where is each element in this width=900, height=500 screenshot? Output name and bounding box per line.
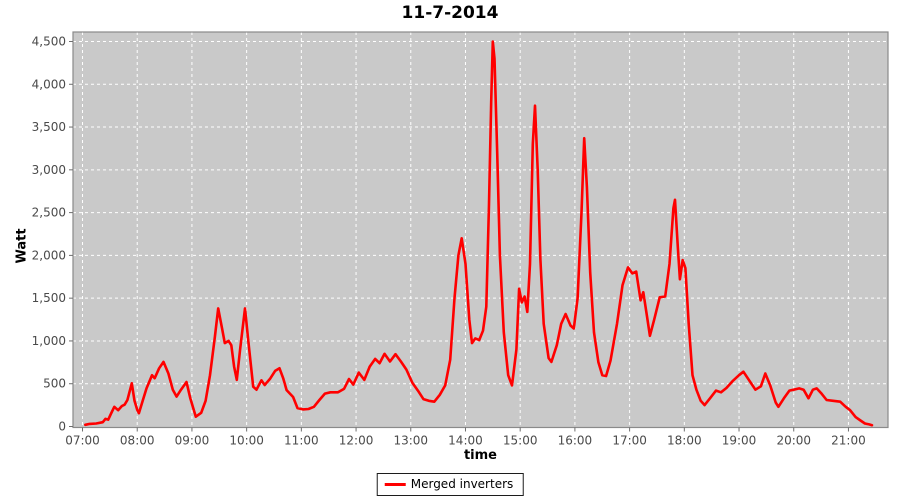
series-line-merged-inverters: [84, 40, 874, 427]
y-tick-label: 1,500: [32, 291, 66, 305]
x-axis-title: time: [463, 448, 498, 463]
y-tick-label: 4,500: [32, 34, 66, 48]
y-axis-title: Watt: [14, 228, 30, 264]
x-tick-label: 17:00: [612, 434, 647, 448]
y-tick-label: 3,000: [32, 163, 66, 177]
y-tick-label: 0: [58, 420, 66, 434]
x-tick-label: 14:00: [448, 434, 483, 448]
y-tick-label: 2,000: [32, 248, 66, 262]
x-tick-label: 21:00: [831, 434, 866, 448]
y-tick-label: 4,000: [32, 77, 66, 91]
y-tick-label: 2,500: [32, 206, 66, 220]
x-tick-label: 18:00: [667, 434, 702, 448]
x-tick-label: 12:00: [339, 434, 374, 448]
plot-background: [73, 32, 888, 428]
x-tick-label: 19:00: [722, 434, 757, 448]
legend: Merged inverters: [376, 473, 524, 496]
legend-label: Merged inverters: [410, 477, 514, 491]
y-tick-label: 3,500: [32, 120, 66, 134]
chart-title: 11-7-2014: [401, 3, 499, 23]
x-tick-label: 16:00: [558, 434, 593, 448]
x-tick-label: 10:00: [229, 434, 264, 448]
x-tick-label: 08:00: [120, 434, 155, 448]
y-tick-label: 1,000: [32, 334, 66, 348]
legend-line-swatch: [384, 482, 406, 486]
x-tick-label: 15:00: [503, 434, 538, 448]
y-tick-label: 500: [43, 377, 66, 391]
x-tick-label: 11:00: [284, 434, 319, 448]
x-tick-label: 20:00: [776, 434, 811, 448]
plot-border: [72, 31, 889, 429]
x-tick-label: 07:00: [65, 434, 100, 448]
x-tick-label: 13:00: [393, 434, 428, 448]
x-tick-label: 09:00: [175, 434, 210, 448]
